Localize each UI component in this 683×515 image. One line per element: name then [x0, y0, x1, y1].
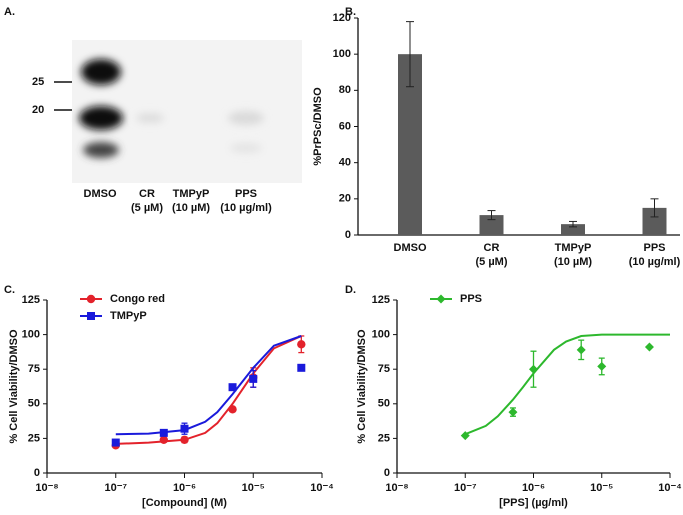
fit-curve	[115, 335, 302, 436]
x-tick-label: 10⁻⁴	[658, 482, 681, 494]
y-tick-label: 120	[333, 12, 351, 24]
marker	[529, 364, 538, 374]
marker	[228, 405, 237, 414]
x-tick-label: 10⁻⁶	[173, 482, 196, 494]
legend-label: TMPyP	[110, 310, 147, 322]
y-tick-label: 20	[339, 193, 351, 205]
panel-label: A.	[4, 6, 15, 18]
x-tick-label: 10⁻⁷	[454, 482, 477, 494]
y-tick-label: 75	[28, 363, 40, 375]
fit-curve	[115, 335, 302, 445]
y-tick-label: 0	[34, 467, 40, 479]
lane-label: DMSO	[83, 188, 117, 200]
marker	[597, 361, 607, 371]
marker	[460, 431, 470, 441]
lane-label: PPS (10 µg/ml)	[220, 188, 272, 214]
marker	[644, 342, 654, 352]
marker	[111, 438, 120, 447]
fit-curve	[464, 333, 670, 436]
x-tick-label: 10⁻⁸	[385, 482, 408, 494]
y-tick-label: 50	[378, 398, 390, 410]
size-marker: 25	[32, 76, 44, 88]
y-tick-label: 25	[378, 432, 390, 444]
x-tick-label: 10⁻⁵	[590, 482, 613, 494]
y-tick-label: 0	[345, 229, 351, 241]
y-tick-label: 0	[384, 467, 390, 479]
y-tick-label: 125	[372, 294, 390, 306]
y-tick-label: 60	[339, 120, 351, 132]
x-tick-label: 10⁻⁵	[242, 482, 265, 494]
size-marker: 20	[32, 104, 44, 116]
marker	[228, 383, 237, 392]
marker	[249, 374, 258, 383]
y-tick-label: 50	[28, 398, 40, 410]
blot-bands	[79, 59, 264, 158]
y-tick-label: 40	[339, 157, 351, 169]
y-tick-label: 75	[378, 363, 390, 375]
x-axis-label: [Compound] (M)	[142, 497, 227, 509]
legend-label: PPS	[460, 293, 482, 305]
x-tick-label: DMSO	[393, 242, 427, 254]
marker	[436, 294, 446, 304]
y-tick-label: 25	[28, 432, 40, 444]
lane-label: TMPyP (10 µM)	[171, 188, 211, 214]
x-tick-label: 10⁻⁴	[310, 482, 333, 494]
bar	[479, 215, 504, 235]
marker	[159, 435, 169, 444]
y-tick-label: 100	[22, 329, 40, 341]
x-axis-label: [PPS] (µg/ml)	[499, 497, 568, 509]
panel-label: B.	[345, 6, 356, 18]
panel-label: D.	[345, 284, 356, 296]
y-axis-label: %PrPSc/DMSO	[312, 87, 324, 166]
x-tick-label: TMPyP (10 µM)	[553, 242, 593, 268]
x-tick-label: PPS (10 µg/ml)	[628, 242, 681, 268]
marker	[180, 435, 189, 444]
lane-label: CR (5 µM)	[130, 188, 163, 214]
marker	[297, 340, 306, 349]
marker	[576, 345, 586, 355]
marker	[87, 312, 95, 320]
marker	[297, 363, 306, 372]
x-tick-label: 10⁻⁶	[522, 482, 545, 494]
y-axis-label: % Cell Viability/DMSO	[8, 329, 20, 444]
y-tick-label: 100	[333, 48, 351, 60]
marker	[180, 424, 189, 433]
marker	[159, 428, 168, 437]
marker	[86, 294, 96, 304]
panel-label: C.	[4, 284, 15, 296]
y-tick-label: 100	[372, 329, 390, 341]
marker	[508, 407, 518, 417]
x-tick-label: CR (5 µM)	[475, 242, 508, 268]
x-tick-label: 10⁻⁷	[104, 482, 127, 494]
legend-label: Congo red	[110, 293, 165, 305]
y-tick-label: 80	[339, 84, 351, 96]
bar	[561, 224, 585, 235]
y-tick-label: 125	[22, 294, 40, 306]
y-axis-label: % Cell Viability/DMSO	[356, 329, 368, 444]
x-tick-label: 10⁻⁸	[35, 482, 58, 494]
